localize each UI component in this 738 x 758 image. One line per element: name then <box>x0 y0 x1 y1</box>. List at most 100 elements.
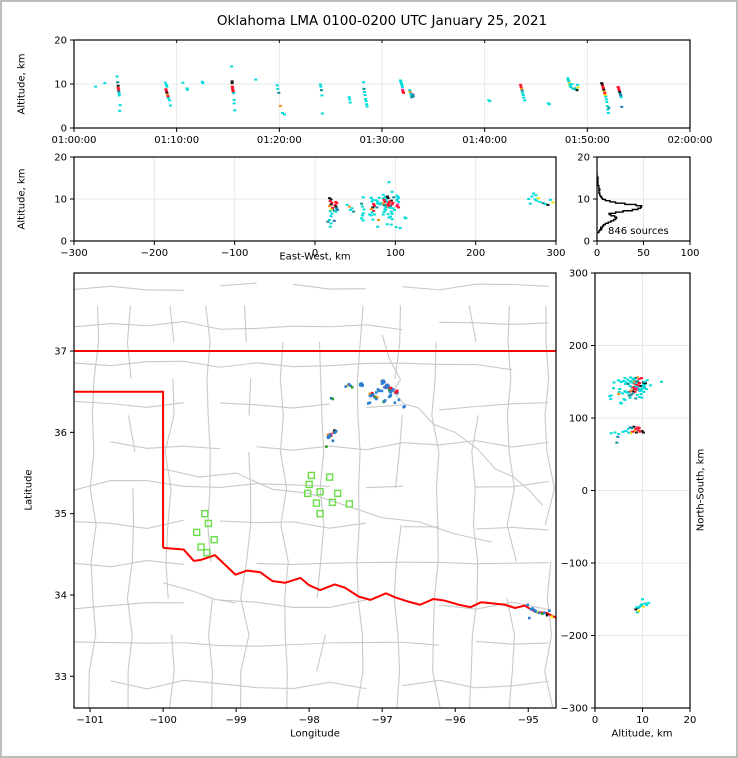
station-marker <box>333 489 342 498</box>
county-line <box>366 404 403 409</box>
station-marker <box>192 528 201 537</box>
county-line <box>512 322 549 326</box>
source-point <box>233 109 237 112</box>
station-marker <box>305 480 313 489</box>
county-line <box>475 403 513 408</box>
source-point <box>380 380 384 383</box>
county-line <box>92 598 97 635</box>
county-line <box>256 483 294 486</box>
county-line <box>356 525 360 562</box>
source-point <box>627 394 631 397</box>
source-point <box>612 381 616 384</box>
county-line <box>240 598 250 635</box>
county-line <box>169 305 175 343</box>
source-point <box>320 112 324 115</box>
source-point <box>382 379 385 383</box>
source-point <box>643 382 647 385</box>
source-point <box>409 92 413 95</box>
source-point <box>634 385 638 388</box>
source-point <box>640 377 644 380</box>
source-point <box>551 201 555 204</box>
source-point <box>165 93 169 96</box>
county-line <box>512 480 549 488</box>
county-line <box>206 378 209 416</box>
source-point <box>631 377 635 380</box>
source-point <box>626 382 630 385</box>
map-y-tick-label: 36 <box>54 428 67 439</box>
county-line <box>284 561 289 599</box>
county-line <box>126 342 132 379</box>
source-point <box>616 435 620 438</box>
county-line <box>468 305 477 343</box>
source-point <box>117 94 121 97</box>
source-point <box>629 376 633 379</box>
source-point <box>348 205 352 208</box>
county-line <box>439 561 476 565</box>
county-line <box>183 485 221 488</box>
source-point <box>334 429 338 433</box>
source-point <box>116 86 120 89</box>
county-line <box>110 602 148 607</box>
alt-histogram-panel <box>597 157 690 241</box>
station-marker <box>203 549 211 557</box>
county-line <box>110 361 148 367</box>
source-point <box>401 90 405 93</box>
source-point <box>488 100 492 103</box>
county-line <box>110 322 148 327</box>
source-point <box>385 223 389 226</box>
source-point <box>370 211 374 214</box>
county-line <box>402 641 440 646</box>
source-point <box>347 96 351 99</box>
source-point <box>528 202 532 205</box>
source-point <box>639 385 643 388</box>
source-point <box>635 388 639 391</box>
source-point <box>628 426 632 429</box>
source-point <box>400 84 404 87</box>
source-point <box>532 192 536 195</box>
ew-height-x-tick-label: 200 <box>466 248 485 259</box>
source-point <box>603 94 607 96</box>
source-point <box>633 390 637 393</box>
source-point <box>282 113 286 116</box>
station-marker <box>201 509 209 518</box>
source-point <box>387 216 391 219</box>
source-point <box>230 82 234 85</box>
county-line <box>279 342 284 379</box>
station-marker <box>312 499 321 507</box>
source-point <box>404 217 408 220</box>
source-point <box>389 386 393 390</box>
ew-height-y-tick-label: 0 <box>61 237 67 248</box>
source-point <box>617 393 621 396</box>
source-point <box>231 90 235 93</box>
county-line <box>74 400 111 405</box>
source-point <box>374 395 377 399</box>
source-point <box>639 393 643 396</box>
alt-histogram-x-tick-label: 100 <box>680 248 699 259</box>
county-line <box>439 405 476 411</box>
source-point <box>103 82 107 85</box>
source-point <box>348 98 352 101</box>
source-point <box>348 101 352 104</box>
county-line <box>220 282 257 287</box>
source-point <box>383 380 386 384</box>
source-point <box>376 200 380 203</box>
source-point <box>638 430 642 433</box>
source-point <box>386 197 390 200</box>
county-line <box>165 561 169 599</box>
source-point <box>567 82 571 85</box>
county-line <box>435 488 439 526</box>
source-point <box>399 81 403 84</box>
county-line <box>74 562 111 568</box>
source-point <box>375 391 378 394</box>
source-point <box>375 397 378 401</box>
source-point <box>617 89 621 92</box>
county-line <box>544 378 550 416</box>
county-line <box>220 327 257 330</box>
county-line <box>511 634 516 672</box>
county-line <box>318 342 322 379</box>
county-line <box>74 641 111 644</box>
source-point <box>643 602 647 605</box>
source-point <box>361 196 365 199</box>
county-line <box>470 634 473 672</box>
source-point <box>382 211 386 214</box>
